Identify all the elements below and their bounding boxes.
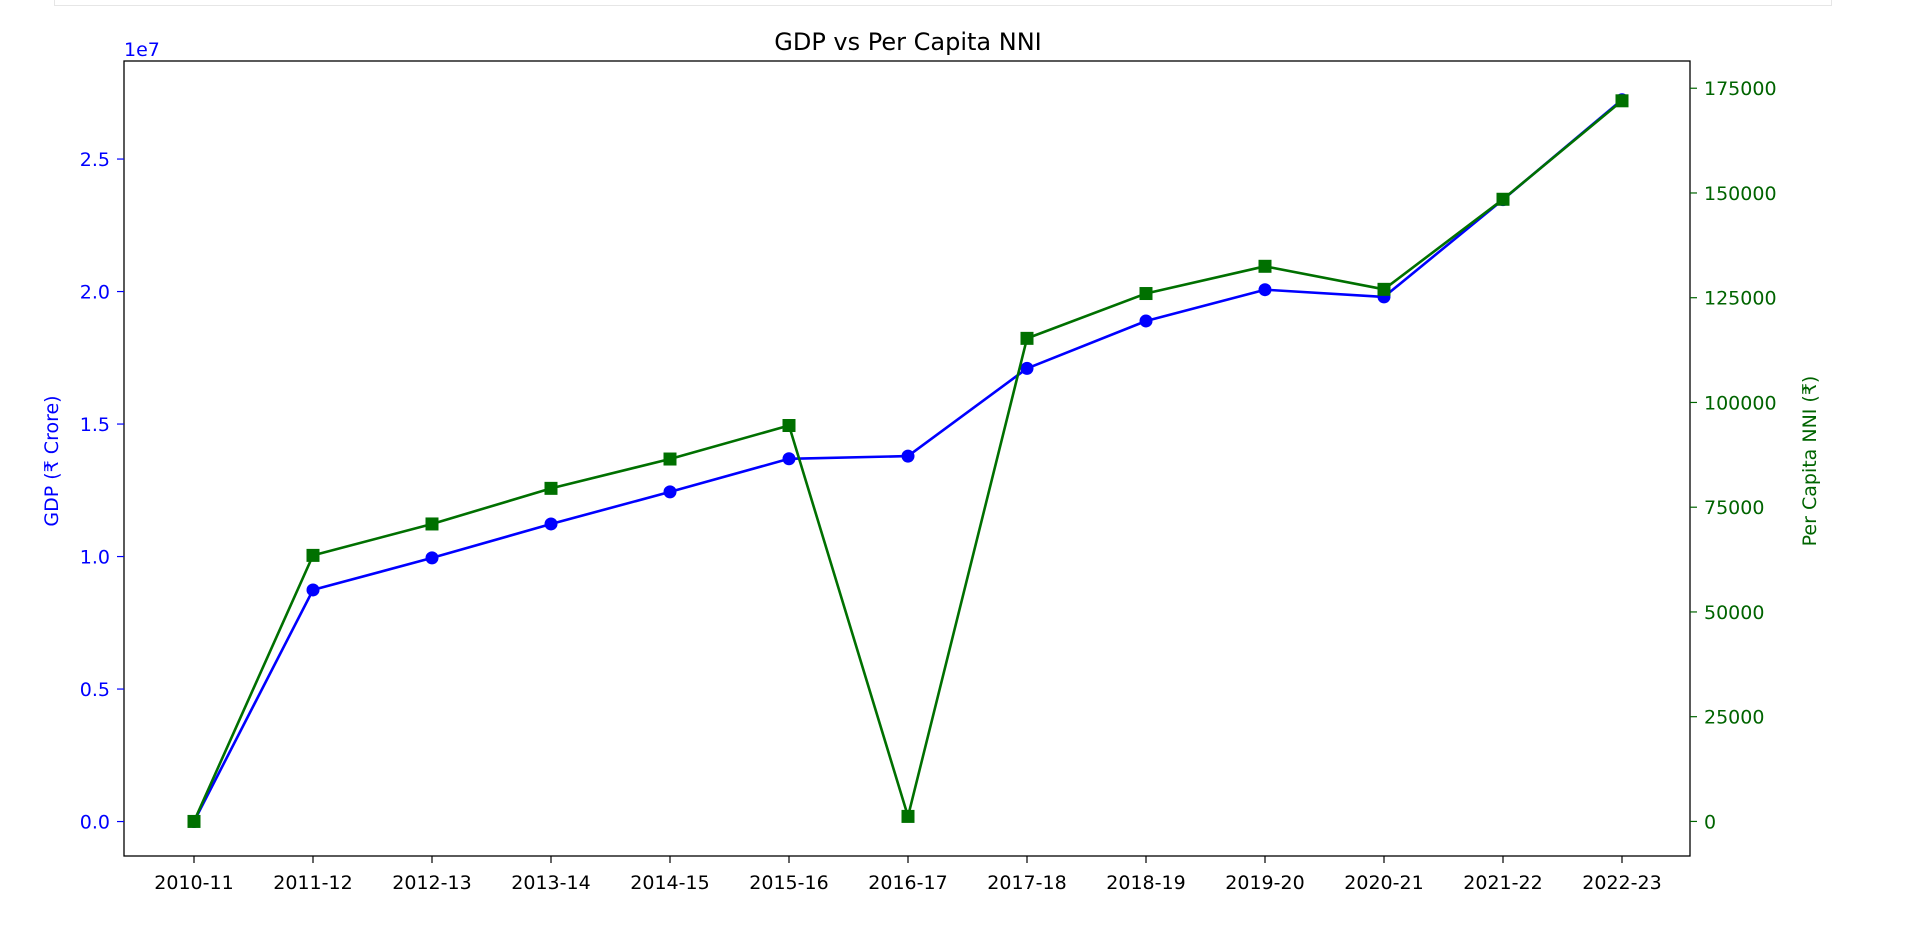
chart-title: GDP vs Per Capita NNI bbox=[774, 28, 1042, 56]
x-tick-label: 2021-22 bbox=[1463, 872, 1542, 894]
series-point bbox=[425, 551, 439, 565]
series-point bbox=[306, 548, 320, 562]
window-top-strip bbox=[54, 0, 1832, 6]
right-y-tick-label: 150000 bbox=[1704, 183, 1777, 205]
x-tick-label: 2017-18 bbox=[987, 872, 1066, 894]
series-point bbox=[544, 481, 558, 495]
x-tick-label: 2010-11 bbox=[154, 872, 233, 894]
series-point bbox=[663, 485, 677, 499]
series-point bbox=[782, 419, 796, 433]
x-tick-label: 2016-17 bbox=[868, 872, 947, 894]
series-2 bbox=[187, 94, 1629, 828]
series-point bbox=[425, 517, 439, 531]
right-y-tick-label: 100000 bbox=[1704, 392, 1777, 414]
series-point bbox=[1496, 192, 1510, 206]
series-point bbox=[901, 449, 915, 463]
series-point bbox=[187, 814, 201, 828]
left-axis-label: GDP (₹ Crore) bbox=[41, 395, 63, 526]
right-y-tick-label: 25000 bbox=[1704, 707, 1764, 729]
series-1 bbox=[187, 93, 1629, 829]
left-y-tick-label: 1.0 bbox=[80, 547, 110, 569]
series-point bbox=[1615, 94, 1629, 108]
series-point bbox=[663, 452, 677, 466]
series-point bbox=[1139, 287, 1153, 301]
right-y-tick-label: 175000 bbox=[1704, 78, 1777, 100]
series-point bbox=[544, 517, 558, 531]
x-tick-label: 2011-12 bbox=[273, 872, 352, 894]
series-point bbox=[1020, 361, 1034, 375]
x-tick-label: 2014-15 bbox=[630, 872, 709, 894]
plot-area: 2010-11 2011-12 2012-13 2013-14 2014-15 2015-… bbox=[80, 60, 1777, 894]
left-y-tick-label: 2.5 bbox=[80, 149, 110, 171]
left-y-tick-label: 0.0 bbox=[80, 812, 110, 834]
x-tick-label: 2015-16 bbox=[749, 872, 828, 894]
x-tick-label: 2012-13 bbox=[392, 872, 471, 894]
series-point bbox=[306, 583, 320, 597]
right-y-tick-label: 75000 bbox=[1704, 497, 1764, 519]
x-tick-label: 2019-20 bbox=[1225, 872, 1304, 894]
right-y-tick-label: 125000 bbox=[1704, 288, 1777, 310]
left-y-tick-label: 2.0 bbox=[80, 282, 110, 304]
right-axis-label: Per Capita NNI (₹) bbox=[1799, 376, 1821, 547]
series-point bbox=[1020, 331, 1034, 345]
x-tick-label: 2013-14 bbox=[511, 872, 590, 894]
series-point bbox=[1377, 282, 1391, 296]
series-point bbox=[1139, 314, 1153, 328]
left-axis-offset-text: 1e7 bbox=[124, 39, 160, 61]
left-y-tick-label: 0.5 bbox=[80, 679, 110, 701]
series-point bbox=[901, 809, 915, 823]
plot-frame bbox=[123, 60, 1691, 857]
right-y-tick-label: 50000 bbox=[1704, 602, 1764, 624]
x-tick-label: 2022-23 bbox=[1582, 872, 1661, 894]
series-point bbox=[782, 452, 796, 466]
x-tick-label: 2020-21 bbox=[1344, 872, 1423, 894]
x-tick-label: 2018-19 bbox=[1106, 872, 1185, 894]
right-y-tick-label: 0 bbox=[1704, 811, 1716, 833]
series-point bbox=[1258, 259, 1272, 273]
series-point bbox=[1258, 283, 1272, 297]
left-y-tick-label: 1.5 bbox=[80, 414, 110, 436]
